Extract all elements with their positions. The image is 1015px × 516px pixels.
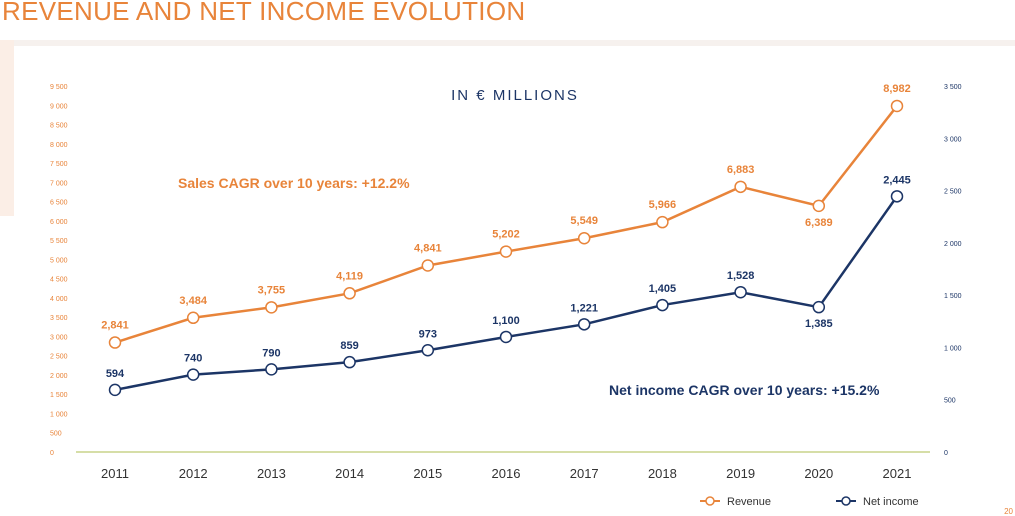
x-tick-label: 2020 [804, 466, 833, 481]
revenue-point [656, 215, 669, 229]
left-axis-tick-label: 9 000 [50, 103, 68, 110]
x-tick-label: 2017 [570, 466, 599, 481]
net-income-data-label: 1,405 [649, 283, 677, 295]
legend-revenue-marker [705, 496, 715, 506]
net-income-data-label: 859 [340, 340, 358, 352]
left-axis-tick-label: 1 500 [50, 392, 68, 399]
net-income-point [499, 330, 513, 344]
left-accent-band [0, 40, 14, 216]
right-axis-tick-label: 1 500 [944, 293, 962, 300]
legend-revenue-label: Revenue [727, 496, 771, 508]
left-axis-tick-label: 5 500 [50, 238, 68, 245]
left-axis-tick-label: 6 000 [50, 219, 68, 226]
legend-net-income-marker [841, 496, 851, 506]
x-tick-label: 2018 [648, 466, 677, 481]
chart-subtitle: IN € MILLIONS [451, 87, 579, 104]
net-income-point [343, 355, 356, 369]
sales-cagr-annotation: Sales CAGR over 10 years: +12.2% [178, 175, 410, 191]
revenue-data-label: 6,883 [727, 164, 755, 176]
left-axis-tick-label: 6 500 [50, 200, 68, 207]
x-tick-label: 2011 [101, 466, 129, 481]
legend-net-income-label: Net income [863, 496, 919, 508]
right-axis-tick-label: 3 500 [944, 84, 962, 91]
net-income-point [890, 190, 904, 203]
revenue-data-label: 6,389 [805, 217, 833, 229]
net-income-data-label: 2,445 [883, 174, 911, 186]
left-axis-tick-label: 4 000 [50, 296, 68, 303]
net-income-data-label: 973 [419, 328, 437, 340]
net-income-point [812, 300, 826, 314]
right-axis-tick-label: 0 [944, 450, 948, 457]
right-axis-tick-label: 500 [944, 398, 956, 405]
net-income-point [421, 344, 435, 357]
revenue-data-label: 3,484 [179, 295, 207, 307]
revenue-point [186, 311, 200, 325]
revenue-point [421, 259, 435, 272]
left-axis-tick-label: 2 000 [50, 373, 68, 380]
plot-area [14, 46, 1015, 516]
x-tick-label: 2015 [413, 466, 442, 481]
net-income-point [656, 298, 669, 312]
revenue-point [265, 301, 278, 314]
revenue-point [577, 231, 591, 245]
net-income-cagr-annotation: Net income CAGR over 10 years: +15.2% [609, 382, 880, 398]
net-income-data-label: 1,385 [805, 318, 833, 330]
left-axis-tick-label: 5 000 [50, 257, 68, 264]
x-tick-label: 2013 [257, 466, 286, 481]
revenue-data-label: 3,755 [258, 284, 286, 296]
net-income-data-label: 594 [106, 368, 125, 380]
page-title: REVENUE AND NET INCOME EVOLUTION [2, 0, 526, 26]
revenue-point [343, 287, 356, 300]
left-axis-tick-label: 2 500 [50, 354, 68, 361]
page-number: 20 [1004, 507, 1013, 516]
left-axis-tick-label: 7 500 [50, 161, 68, 168]
revenue-data-label: 5,202 [492, 229, 520, 241]
net-income-data-label: 1,528 [727, 270, 755, 282]
revenue-data-label: 5,966 [649, 199, 677, 211]
x-tick-label: 2019 [726, 466, 755, 481]
net-income-point [108, 383, 122, 397]
x-tick-label: 2021 [883, 466, 912, 481]
left-axis-tick-label: 500 [50, 431, 62, 438]
revenue-data-label: 4,841 [414, 242, 442, 254]
revenue-data-label: 8,982 [883, 83, 911, 95]
right-axis-tick-label: 3 000 [944, 136, 962, 143]
right-axis-tick-label: 2 000 [944, 241, 962, 248]
left-axis-tick-label: 4 500 [50, 277, 68, 284]
top-accent-band [14, 40, 1015, 46]
revenue-point [734, 180, 747, 194]
net-income-data-label: 1,100 [492, 315, 520, 327]
revenue-point [499, 245, 513, 258]
net-income-point [577, 318, 591, 331]
net-income-data-label: 1,221 [570, 302, 598, 314]
net-income-point [186, 368, 200, 381]
net-income-point [265, 363, 278, 376]
right-axis-tick-label: 1 000 [944, 345, 962, 352]
left-axis-tick-label: 8 000 [50, 142, 68, 149]
net-income-data-label: 740 [184, 353, 202, 365]
revenue-data-label: 2,841 [101, 320, 129, 332]
left-axis-tick-label: 0 [50, 450, 54, 457]
revenue-point [812, 199, 826, 213]
x-tick-label: 2014 [335, 466, 364, 481]
left-axis-tick-label: 3 500 [50, 315, 68, 322]
left-axis-tick-label: 7 000 [50, 180, 68, 187]
left-axis-tick-label: 3 000 [50, 334, 68, 341]
net-income-point [734, 285, 747, 299]
left-axis-tick-label: 1 000 [50, 411, 68, 418]
net-income-data-label: 790 [262, 347, 280, 359]
revenue-data-label: 4,119 [336, 270, 363, 282]
left-axis-tick-label: 9 500 [50, 84, 68, 91]
revenue-point [108, 336, 122, 349]
x-tick-label: 2012 [179, 466, 208, 481]
x-tick-label: 2016 [492, 466, 521, 481]
revenue-data-label: 5,549 [570, 215, 598, 227]
right-axis-tick-label: 2 500 [944, 189, 962, 196]
left-axis-tick-label: 8 500 [50, 123, 68, 130]
revenue-point [890, 99, 904, 113]
